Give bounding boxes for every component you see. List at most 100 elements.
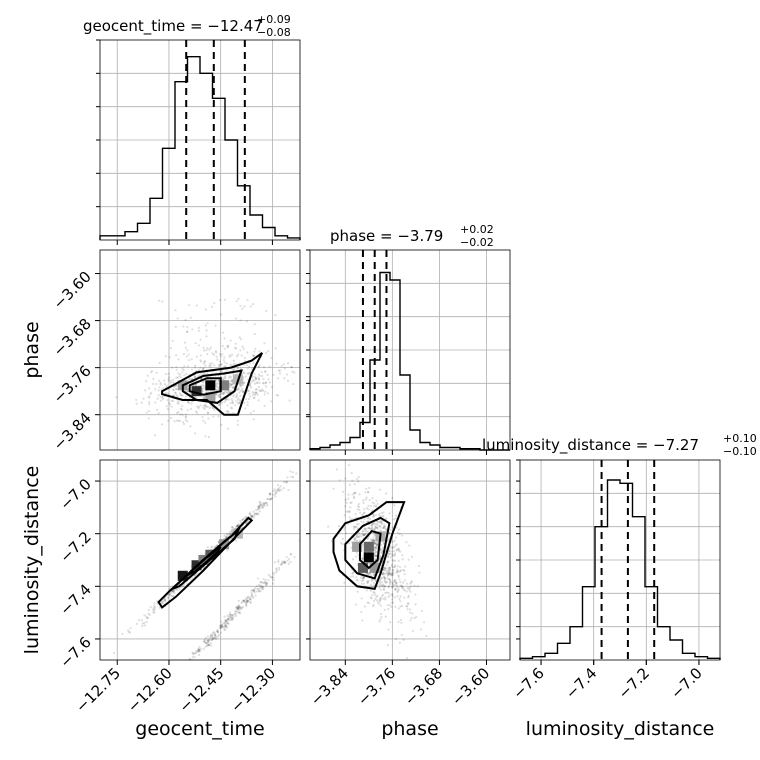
sample-point [363,533,366,536]
sample-point [174,391,177,395]
sample-point [221,624,224,627]
sample-point [382,576,385,579]
sample-point [373,549,377,552]
sample-point [374,579,377,582]
sample-point [373,557,376,561]
sample-point [135,622,138,625]
sample-point [264,385,268,388]
sample-point [223,629,227,632]
ytick-label-luminosity_distance-3: −7.0 [56,475,94,513]
sample-point [369,583,372,586]
sample-point [408,611,412,614]
sample-point [341,543,344,546]
sample-point [236,367,239,370]
sample-point [212,630,215,634]
sample-point [261,504,264,507]
sample-point [372,515,375,518]
sample-point [235,400,238,403]
sample-point [385,517,388,520]
sample-point [241,345,244,348]
sample-point [257,507,260,511]
sample-point [237,523,240,526]
sample-point [371,579,374,582]
sample-point [253,350,256,353]
sample-point [376,601,380,604]
sample-point [252,354,255,357]
sample-point [202,367,205,370]
sample-point [225,619,229,622]
sample-point [208,362,211,365]
sample-point [181,413,184,416]
sample-point [219,369,222,372]
density-cell-1 [205,380,216,391]
sample-point [178,392,181,395]
sample-point [269,498,272,501]
sample-point [258,589,261,592]
sample-point [204,405,207,408]
sample-point [365,520,369,523]
sample-point [418,571,421,574]
sample-point [222,359,226,362]
sample-point [236,606,239,609]
sample-point [182,353,186,356]
sample-point [409,581,413,584]
sample-point [273,488,276,491]
sample-point [214,383,218,386]
sample-point [351,571,355,575]
sample-point [386,572,389,575]
sample-point [191,655,194,659]
sample-point [277,566,281,570]
sample-point [227,410,230,414]
sample-point [225,398,228,401]
sample-point [167,597,170,600]
sample-point [420,628,423,631]
sample-point [213,634,216,637]
sample-point [197,649,200,652]
sample-point [250,514,253,517]
sample-point [174,387,177,391]
sample-point [383,578,387,581]
sample-point [371,539,374,542]
sample-point [356,508,359,511]
sample-point [388,583,391,586]
sample-point [195,304,198,307]
sample-point [270,576,273,579]
sample-point [202,640,205,643]
sample-point [395,548,398,551]
sample-point [366,581,369,585]
sample-point [362,582,365,585]
sample-point [251,390,254,394]
sample-point [248,389,251,393]
sample-point [194,651,198,655]
sample-point [264,581,267,584]
sample-point [203,396,206,399]
sample-point [207,411,210,414]
sample-point [262,382,266,385]
sample-point [386,644,389,647]
sample-point [135,398,138,402]
sample-point [348,464,351,467]
sample-point [147,707,149,709]
sample-point [187,663,189,665]
sample-point [376,543,379,546]
sample-point [272,576,275,579]
sample-point [178,419,182,422]
sample-point [398,528,401,531]
sample-point [388,581,392,584]
sample-point [143,614,146,617]
sample-point [385,564,388,567]
sample-point [174,391,177,394]
sample-point [252,510,255,513]
sample-point [259,506,262,509]
sample-point [376,527,379,530]
sample-point [177,402,180,405]
sample-point [167,376,171,379]
sample-point [344,526,347,529]
sample-point [354,512,357,516]
sample-point [393,565,397,568]
title-geocent-time-sub: −0.08 [257,26,291,39]
sample-point [206,635,209,638]
sample-point [350,546,353,549]
sample-point [383,585,386,588]
sample-point [208,636,212,639]
